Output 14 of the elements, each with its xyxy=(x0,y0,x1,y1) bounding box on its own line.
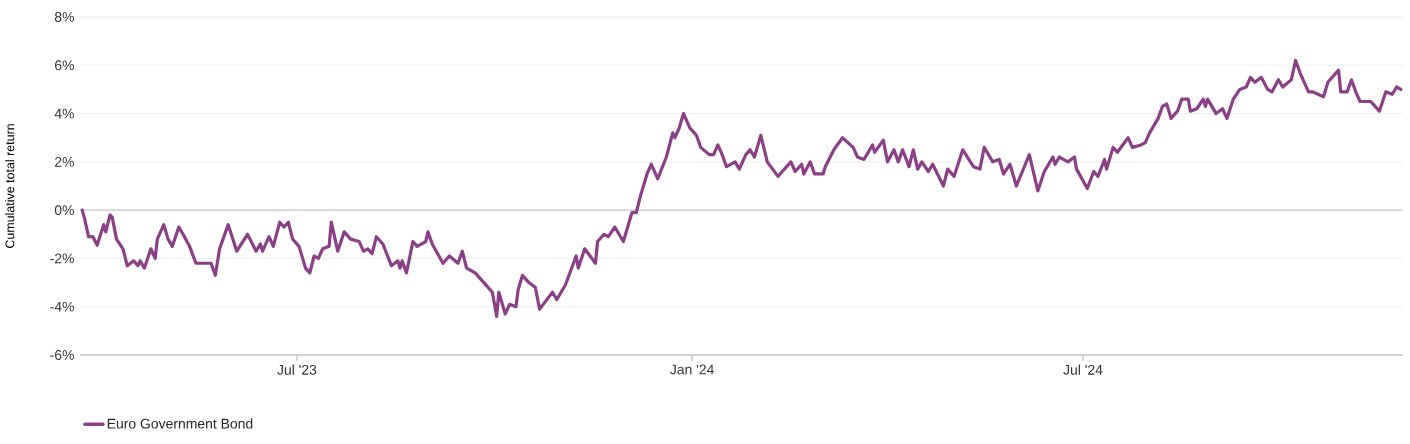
x-tick-label: Jul '24 xyxy=(1063,364,1103,375)
y-tick-label: 4% xyxy=(54,108,74,119)
y-tick-label: -4% xyxy=(50,301,74,312)
x-tick-label: Jan '24 xyxy=(670,364,714,375)
legend-label: Euro Government Bond xyxy=(107,418,253,429)
y-axis-title: Cumulative total return xyxy=(5,124,15,249)
y-tick-label: 6% xyxy=(55,60,74,71)
y-tick-label: 8% xyxy=(54,12,74,22)
line-series xyxy=(80,58,1403,318)
x-tick-label: Jul '23 xyxy=(277,364,317,375)
y-tick-label: -6% xyxy=(50,350,74,360)
y-tick-label: 2% xyxy=(55,156,74,167)
y-tick-label: -2% xyxy=(50,253,74,264)
y-tick-label: 0% xyxy=(54,205,74,216)
